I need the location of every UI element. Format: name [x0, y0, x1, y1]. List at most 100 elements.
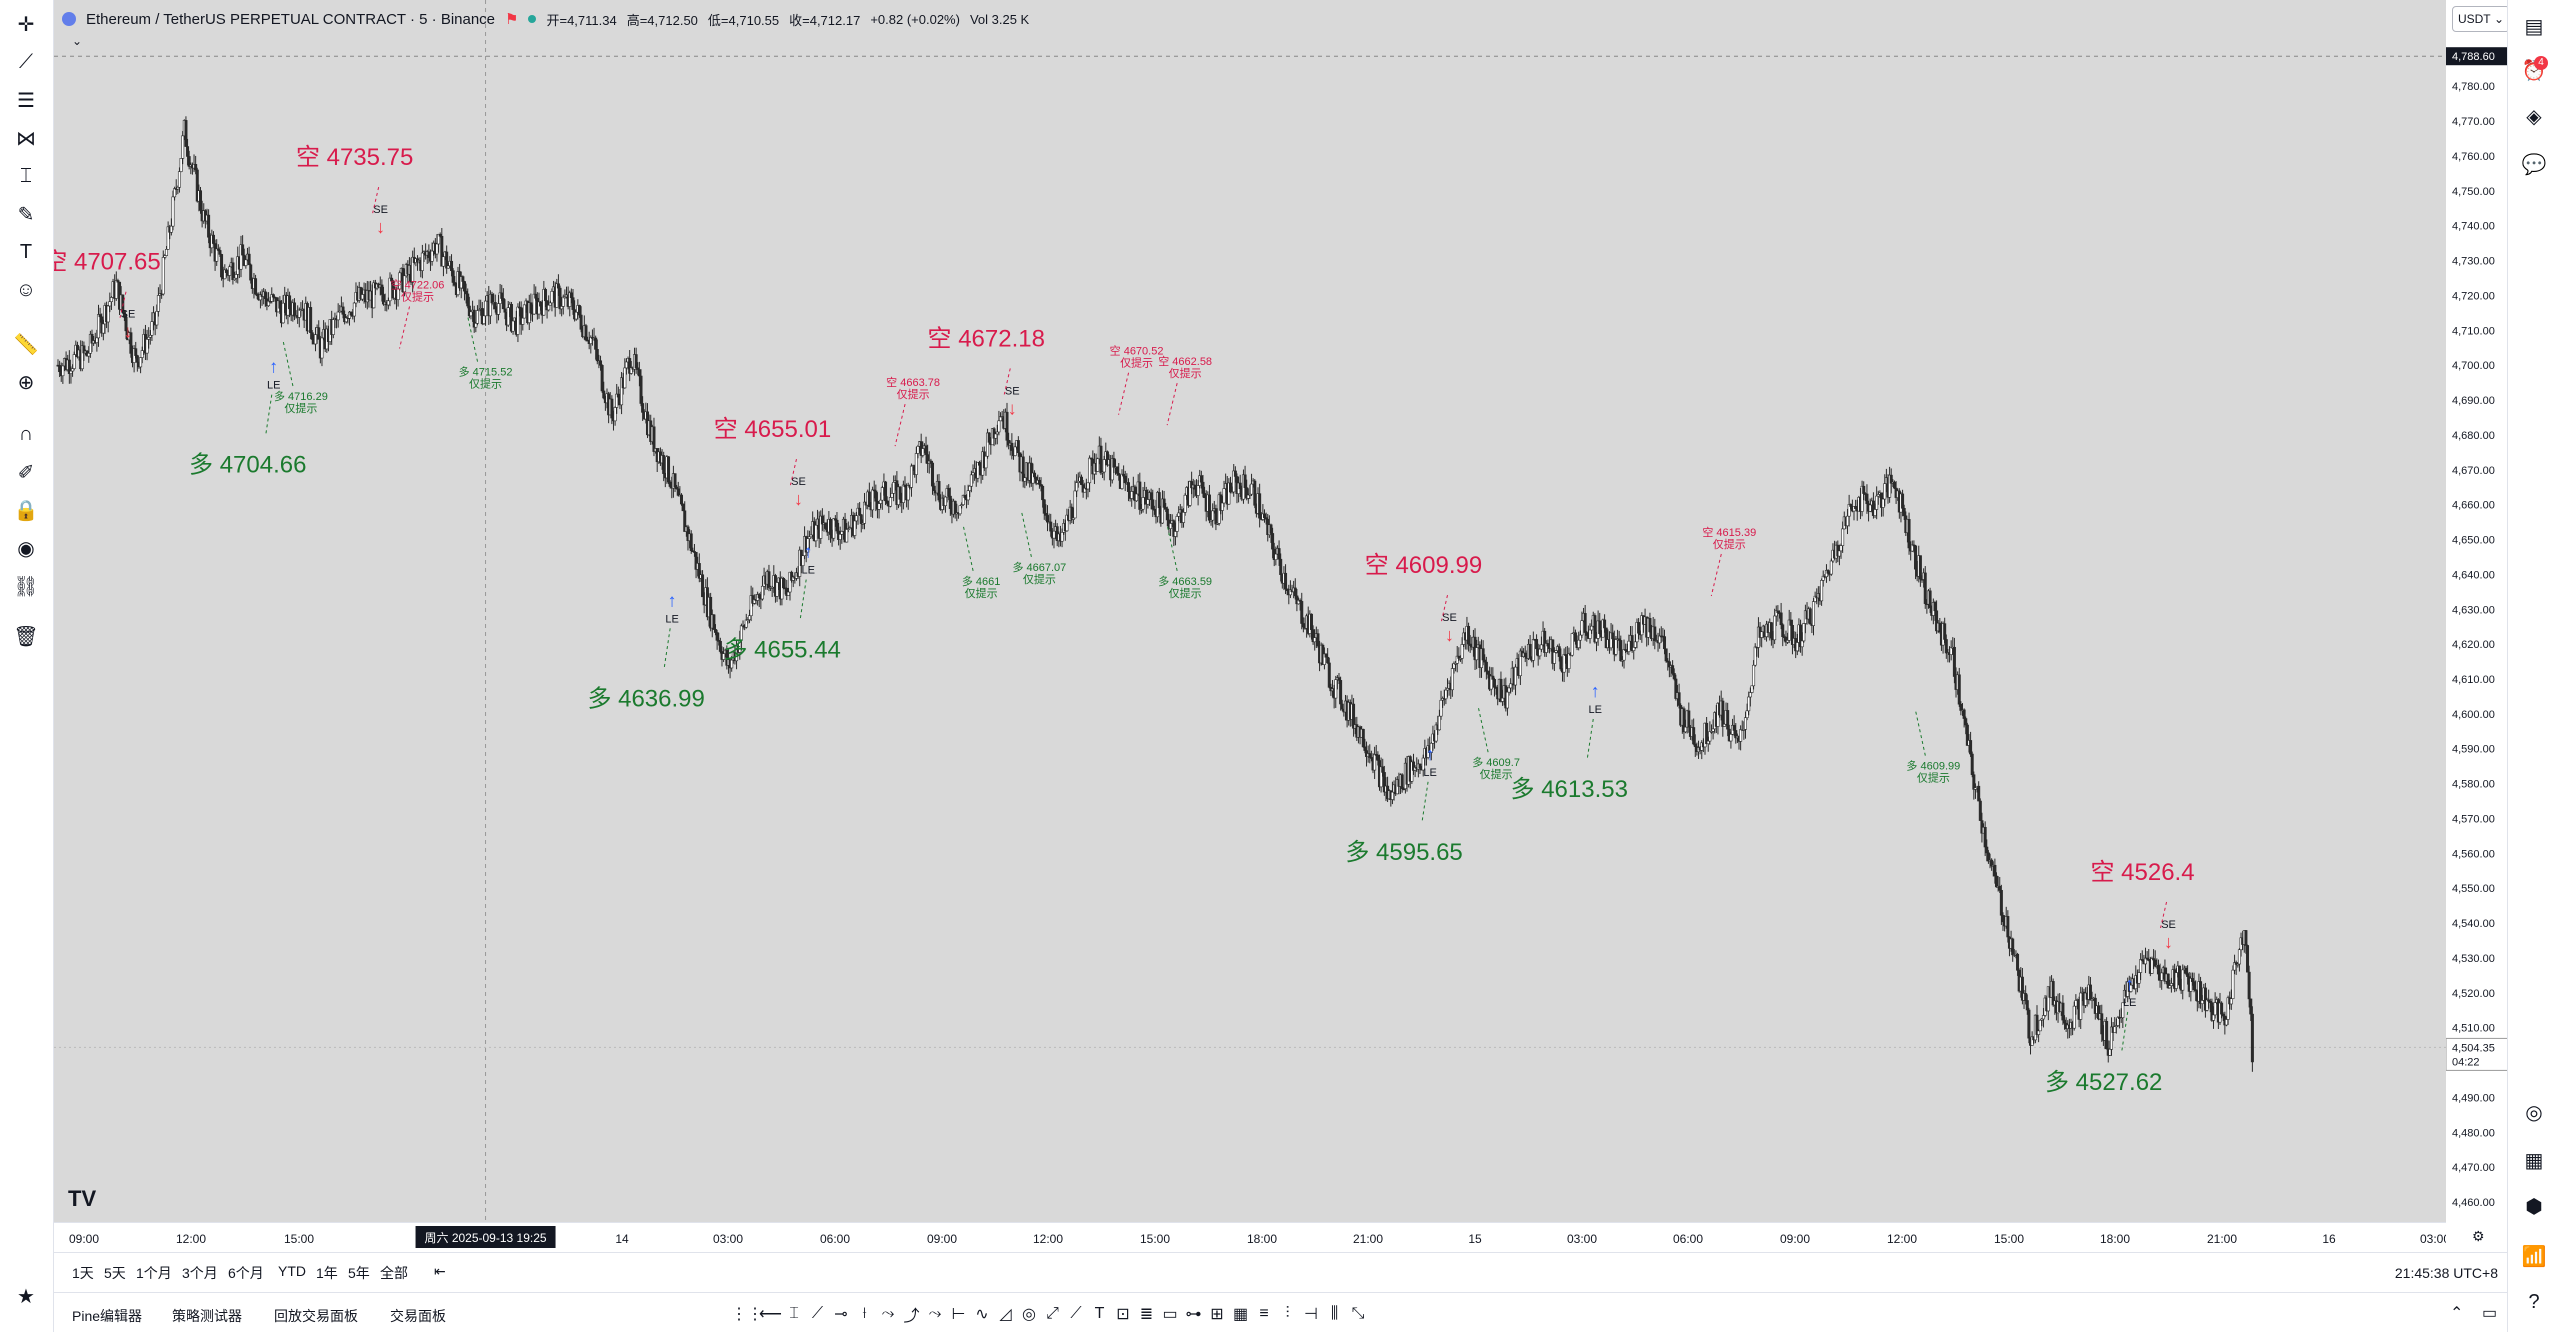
currency-select[interactable]: USDT ⌄: [2452, 6, 2510, 32]
collapse-panel-icon[interactable]: ⌃: [2450, 1305, 2464, 1322]
goto-date-icon[interactable]: ⇤: [434, 1263, 446, 1279]
chart-pane[interactable]: 空 4722.06 仅提示多 4716.29 仅提示多 4715.52 仅提示空 46…: [54, 0, 2454, 1252]
lock-drawing-icon[interactable]: ✐: [17, 461, 35, 484]
tab-strategy-tester[interactable]: 策略测试器: [172, 1308, 242, 1324]
candle-body: [1528, 644, 1532, 659]
candle-body: [1165, 508, 1169, 521]
candle-body: [179, 158, 183, 172]
price-scale[interactable]: 4,790.004,780.004,770.004,760.004,750.00…: [2446, 0, 2508, 1252]
drawing-tool-icon[interactable]: ⊞: [1210, 1306, 1224, 1323]
tab-pine-editor[interactable]: Pine编辑器: [72, 1308, 143, 1324]
hint-dash: [467, 315, 479, 362]
range-6m[interactable]: 6个月: [228, 1265, 264, 1281]
drawing-tool-icon[interactable]: ⟊: [862, 1305, 867, 1322]
candle-body: [169, 225, 173, 233]
price-chart[interactable]: 空 4722.06仅提示多 4716.29仅提示多 4715.52仅提示空 46…: [54, 0, 2454, 1222]
range-5d[interactable]: 5天: [104, 1265, 126, 1281]
candle-body: [1075, 482, 1079, 492]
zoom-icon[interactable]: ⊕: [17, 371, 35, 394]
candle-body: [1203, 493, 1207, 499]
drawing-tool-icon[interactable]: ⫼: [1330, 1305, 1339, 1322]
range-all[interactable]: 全部: [380, 1265, 408, 1281]
magnet-icon[interactable]: ∩: [18, 422, 34, 445]
maximize-panel-icon[interactable]: ▭: [2482, 1305, 2498, 1322]
candle-body: [1060, 531, 1064, 542]
candle-body: [1808, 608, 1812, 625]
measure-icon[interactable]: ⌶: [20, 164, 32, 187]
trendline-icon[interactable]: ⟋: [19, 50, 33, 73]
star-icon[interactable]: ★: [17, 1285, 35, 1308]
drawing-tool-icon[interactable]: ◎: [1022, 1306, 1036, 1323]
fib-icon[interactable]: ☰: [17, 89, 35, 112]
time-scale[interactable]: 09:00 12:00 15:00 14 03:00 06:00 09:00 12:00 15:…: [54, 1222, 2446, 1253]
drawing-tool-icon[interactable]: ⤳: [881, 1305, 895, 1322]
range-1y[interactable]: 1年: [316, 1265, 338, 1281]
candle-body: [1233, 470, 1237, 477]
help-icon[interactable]: ?: [2528, 1290, 2540, 1313]
drawing-tool-icon[interactable]: ⤢: [1046, 1305, 1059, 1322]
layers-icon[interactable]: ◈: [2526, 105, 2542, 128]
candle-body: [1787, 619, 1791, 641]
emoji-icon[interactable]: ☺: [15, 278, 37, 301]
flag-icon[interactable]: ⚑: [505, 11, 519, 28]
range-5y[interactable]: 5年: [348, 1265, 370, 1281]
candle-body: [464, 290, 468, 295]
drawing-tool-icon[interactable]: ▭: [1162, 1306, 1178, 1323]
drawing-tool-icon[interactable]: ◿: [999, 1306, 1012, 1323]
candle-body: [522, 304, 526, 319]
symbol-title[interactable]: Ethereum / TetherUS PERPETUAL CONTRACT ·…: [86, 10, 496, 28]
timescale-settings-icon[interactable]: ⚙: [2472, 1228, 2485, 1244]
legend-collapse-icon[interactable]: ⌄: [72, 34, 83, 48]
pattern-icon[interactable]: ⋈: [16, 127, 36, 150]
drawing-tool-icon[interactable]: ≣: [1139, 1306, 1154, 1323]
range-1m[interactable]: 1个月: [136, 1265, 172, 1281]
calendar-icon[interactable]: ▦: [2524, 1149, 2544, 1172]
watchlist-icon[interactable]: ▤: [2524, 15, 2544, 38]
drawing-tool-icon[interactable]: ▦: [1232, 1306, 1249, 1323]
text-icon[interactable]: T: [19, 240, 33, 263]
brush-icon[interactable]: ✎: [17, 203, 35, 226]
eye-icon[interactable]: ◉: [17, 537, 35, 560]
candle-body: [1706, 740, 1710, 745]
drawing-tool-icon[interactable]: ⤴: [903, 1308, 920, 1325]
candle-body: [602, 390, 606, 399]
candle-body: [309, 307, 313, 333]
chat-icon[interactable]: 💬: [2521, 153, 2547, 176]
ruler-icon[interactable]: 📏: [13, 333, 39, 356]
drawing-tool-icon[interactable]: ⫶: [1285, 1305, 1290, 1322]
signal-icon[interactable]: 📶: [2521, 1245, 2547, 1268]
link-icon[interactable]: ⛓: [13, 575, 39, 598]
range-3m[interactable]: 3个月: [182, 1265, 218, 1281]
candle-body: [532, 293, 536, 315]
drawing-tool-icon[interactable]: ⋮⋮: [731, 1306, 763, 1323]
drawing-tool-icon[interactable]: ⤡: [1351, 1305, 1365, 1322]
drawing-tool-icon[interactable]: ≡: [1259, 1305, 1269, 1322]
range-ytd[interactable]: YTD: [278, 1263, 306, 1279]
drawing-tool-icon[interactable]: ⊡: [1116, 1306, 1130, 1323]
apps-icon[interactable]: ⬢: [2525, 1195, 2543, 1218]
drawing-tool-icon[interactable]: ⊶: [1185, 1306, 1202, 1323]
drawing-tool-icon[interactable]: T: [1094, 1305, 1105, 1322]
drawing-tool-icon[interactable]: ⌶: [789, 1305, 799, 1322]
tab-trading-panel[interactable]: 交易面板: [390, 1308, 446, 1324]
hint-label: 多 4609.99: [1906, 759, 1960, 773]
trash-icon[interactable]: 🗑: [13, 625, 39, 648]
range-1d[interactable]: 1天: [72, 1265, 94, 1281]
lock-icon[interactable]: 🔒: [13, 499, 39, 522]
drawing-tool-icon[interactable]: ⤳: [928, 1305, 942, 1322]
signal-mark: LE: [1589, 704, 1602, 716]
drawing-tool-icon[interactable]: ⊣: [1304, 1306, 1318, 1323]
candle-body: [2250, 1013, 2254, 1063]
drawing-tool-icon[interactable]: ⟋: [811, 1305, 824, 1322]
drawing-tool-icon[interactable]: ⟋: [1070, 1305, 1082, 1322]
clock[interactable]: 21:45:38 UTC+8: [2394, 1265, 2498, 1281]
drawing-tool-icon[interactable]: ∿: [975, 1306, 989, 1323]
tab-replay-panel[interactable]: 回放交易面板: [274, 1308, 358, 1324]
candle-body: [1117, 473, 1121, 476]
alert-icon[interactable]: ⏰ 4: [2521, 56, 2548, 82]
drawing-tool-icon[interactable]: ⊸: [834, 1306, 848, 1323]
drawing-tool-icon[interactable]: ⊢: [951, 1306, 966, 1323]
target-icon[interactable]: ◎: [2525, 1101, 2543, 1124]
drawing-tool-icon[interactable]: ⟵: [759, 1306, 782, 1323]
crosshair-icon[interactable]: ✛: [17, 13, 35, 36]
